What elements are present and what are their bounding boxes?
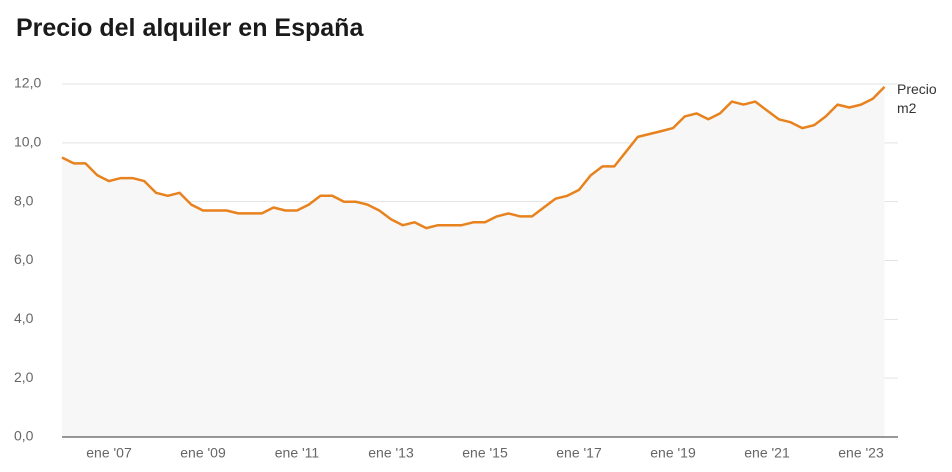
x-tick-label: ene '21 [744, 445, 790, 461]
x-tick-label: ene '15 [462, 445, 508, 461]
line [61, 86, 886, 230]
y-tick-label: 0,0 [14, 428, 34, 444]
x-tick-label: ene '23 [838, 445, 884, 461]
y-tick-label: 4,0 [14, 310, 34, 326]
x-tick-label: ene '07 [86, 445, 132, 461]
chart-title: Precio del alquiler en España [16, 14, 364, 42]
y-tick-label: 6,0 [14, 251, 34, 267]
x-tick-label: ene '13 [368, 445, 414, 461]
series-label: Precio m2 [897, 81, 937, 116]
x-tick-label: ene '09 [180, 445, 226, 461]
y-tick-label: 12,0 [14, 75, 41, 91]
x-tick-label: ene '17 [556, 445, 602, 461]
y-tick-label: 8,0 [14, 192, 34, 208]
x-tick-label: ene '11 [275, 445, 320, 461]
y-tick-label: 10,0 [14, 134, 41, 150]
area [62, 86, 885, 438]
x-tick-label: ene '19 [650, 445, 696, 461]
y-tick-label: 2,0 [14, 369, 34, 385]
